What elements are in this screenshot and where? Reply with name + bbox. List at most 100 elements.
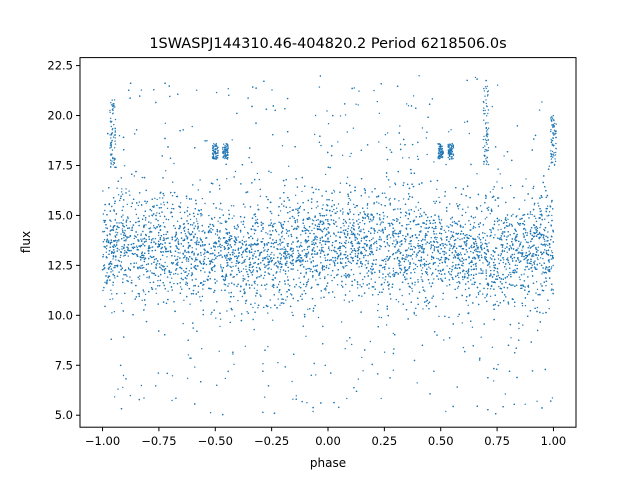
- data-point: [140, 238, 142, 240]
- data-point: [493, 380, 495, 382]
- data-point: [345, 273, 347, 275]
- data-point: [542, 258, 544, 260]
- data-point: [352, 127, 355, 129]
- data-point: [311, 219, 314, 221]
- data-point: [419, 207, 422, 210]
- data-point: [113, 311, 116, 313]
- data-point: [344, 275, 347, 277]
- data-point: [211, 267, 214, 269]
- data-point: [537, 246, 539, 248]
- data-point: [496, 271, 498, 273]
- data-point: [457, 315, 459, 318]
- data-point: [249, 261, 251, 264]
- data-point: [331, 279, 333, 282]
- data-point: [398, 200, 400, 202]
- data-point: [145, 238, 147, 241]
- data-point: [411, 287, 413, 290]
- data-point: [547, 244, 549, 246]
- data-point: [256, 218, 259, 221]
- data-point: [421, 279, 423, 281]
- data-point: [323, 268, 326, 271]
- data-point: [148, 215, 150, 217]
- data-point: [232, 265, 234, 268]
- data-point: [215, 91, 218, 94]
- data-point: [105, 248, 108, 250]
- data-point: [315, 219, 318, 222]
- data-point: [133, 266, 135, 269]
- data-point: [262, 277, 265, 279]
- data-point: [287, 220, 289, 223]
- data-point: [254, 215, 257, 218]
- data-point: [499, 255, 502, 257]
- data-point: [249, 257, 251, 259]
- data-point: [262, 259, 264, 261]
- data-point: [417, 243, 419, 245]
- data-point: [368, 196, 370, 198]
- data-point: [479, 205, 482, 207]
- data-point: [449, 224, 452, 226]
- data-point: [300, 242, 302, 244]
- data-point: [336, 211, 338, 213]
- data-point: [464, 223, 466, 225]
- data-point: [467, 304, 469, 306]
- data-point: [419, 213, 421, 215]
- data-point: [198, 230, 200, 232]
- data-point: [545, 285, 547, 287]
- data-point: [123, 165, 126, 167]
- data-point: [247, 280, 249, 282]
- data-point: [187, 260, 190, 262]
- data-point: [176, 246, 178, 248]
- data-point: [183, 299, 185, 301]
- data-point: [183, 270, 185, 272]
- data-point: [211, 258, 213, 261]
- data-point: [325, 214, 328, 216]
- data-point: [474, 216, 477, 218]
- data-point: [270, 307, 272, 309]
- data-point: [262, 247, 265, 249]
- data-point: [291, 311, 293, 314]
- data-point: [358, 230, 361, 232]
- data-point: [245, 268, 247, 271]
- data-point: [340, 275, 343, 278]
- data-point: [415, 253, 418, 255]
- data-point: [380, 397, 382, 400]
- data-point: [486, 216, 488, 218]
- data-point: [155, 288, 157, 290]
- data-point: [118, 240, 120, 242]
- data-point: [125, 188, 127, 190]
- data-point: [237, 236, 239, 238]
- data-point: [117, 259, 120, 261]
- data-point: [544, 240, 546, 242]
- data-point: [426, 254, 429, 256]
- data-point: [551, 214, 553, 217]
- data-point: [272, 319, 274, 321]
- data-point: [345, 254, 347, 256]
- data-point: [327, 123, 330, 125]
- data-point: [191, 258, 194, 260]
- data-point: [340, 242, 343, 245]
- data-point: [371, 238, 373, 241]
- data-point: [537, 233, 540, 236]
- data-point: [164, 261, 166, 264]
- data-point: [266, 243, 268, 245]
- data-point: [164, 122, 166, 125]
- data-point: [307, 268, 309, 270]
- data-point: [536, 288, 539, 291]
- data-point: [289, 206, 291, 209]
- data-point: [152, 225, 155, 227]
- data-point: [204, 256, 206, 258]
- data-point: [499, 173, 501, 175]
- data-point: [299, 260, 301, 263]
- data-point: [111, 293, 113, 295]
- data-point: [417, 279, 419, 281]
- data-point: [184, 233, 187, 235]
- data-point: [153, 205, 155, 207]
- data-point: [370, 271, 372, 273]
- data-point: [253, 232, 256, 235]
- data-point: [497, 272, 499, 274]
- data-point: [277, 283, 280, 286]
- data-point: [548, 307, 550, 310]
- data-point: [186, 251, 188, 254]
- data-point: [270, 253, 272, 256]
- data-point: [530, 246, 533, 248]
